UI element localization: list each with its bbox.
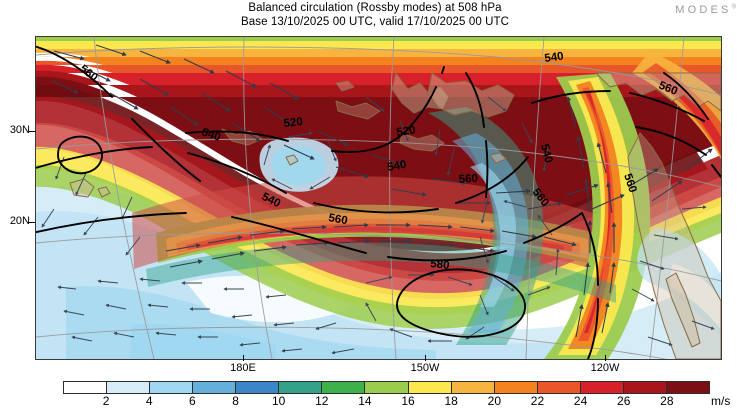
svg-text:560: 560	[458, 173, 478, 186]
colorbar-swatch-8	[408, 382, 452, 393]
colorbar-swatch-5	[279, 382, 323, 393]
colorbar-swatch-1	[107, 382, 151, 393]
xtick-mark-180e	[243, 355, 244, 361]
svg-text:540: 540	[200, 126, 222, 143]
colorbar-swatch-11	[537, 382, 581, 393]
colorbar-tick-8: 8	[232, 394, 239, 408]
colorbar-swatch-4	[236, 382, 280, 393]
colorbar-tick-16: 16	[401, 394, 415, 408]
title-block: Balanced circulation (Rossby modes) at 5…	[0, 1, 750, 29]
xtick-label-150w: 150W	[410, 362, 440, 374]
colorbar-tick-26: 26	[617, 394, 631, 408]
ytick-label-20n: 20N	[9, 215, 30, 227]
colorbar-swatch-7	[365, 382, 409, 393]
xtick-mark-120w	[605, 355, 606, 361]
xtick-mark-150w	[425, 355, 426, 361]
ytick-mark-30n	[29, 131, 36, 132]
colorbar-swatch-2	[150, 382, 194, 393]
colorbar-tick-10: 10	[271, 394, 286, 408]
map-plot-area: 560 520 540 520 540 560 540 540 560 560 …	[35, 36, 722, 360]
svg-text:540: 540	[544, 50, 565, 65]
colorbar-tick-labels: 2 4 6 8 10 12 14 16 18 20 22 24 26 28	[0, 394, 750, 408]
colorbar-tick-18: 18	[444, 394, 458, 408]
colorbar-swatch-10	[494, 382, 538, 393]
colorbar-swatch-14	[666, 382, 709, 393]
colorbar-tick-12: 12	[315, 394, 329, 408]
svg-text:520: 520	[396, 124, 417, 139]
colorbar-tick-4: 4	[145, 394, 153, 408]
modes-logo-text: MODES	[675, 4, 732, 16]
colorbar-swatch-6	[322, 382, 366, 393]
colorbar-units-label: m/s	[711, 394, 731, 408]
colorbar-tick-28: 28	[660, 394, 674, 408]
colorbar-tick-20: 20	[487, 394, 501, 408]
ytick-mark-20n	[29, 222, 36, 223]
ytick-label-30n: 30N	[9, 124, 30, 136]
svg-text:580: 580	[430, 258, 450, 272]
svg-text:540: 540	[386, 159, 407, 174]
colorbar-swatch-3	[193, 382, 237, 393]
modes-logo: MODES®	[675, 4, 736, 16]
registered-mark-icon: ®	[731, 4, 736, 11]
svg-text:520: 520	[283, 116, 303, 130]
svg-text:560: 560	[621, 172, 638, 194]
page-subtitle: Base 13/10/2025 00 UTC, valid 17/10/2025…	[240, 16, 510, 28]
colorbar-tick-2: 2	[102, 394, 110, 408]
colorbar-tick-6: 6	[189, 394, 196, 408]
weather-map-canvas: 560 520 540 520 540 560 540 540 560 560 …	[36, 37, 721, 359]
colorbar-swatch-13	[623, 382, 667, 393]
xtick-label-180e: 180E	[230, 362, 256, 374]
colorbar-tick-22: 22	[530, 394, 545, 408]
svg-text:560: 560	[327, 212, 348, 227]
colorbar-tick-14: 14	[358, 394, 372, 408]
colorbar-swatch-9	[451, 382, 495, 393]
colorbar	[63, 381, 710, 394]
page-title: Balanced circulation (Rossby modes) at 5…	[248, 2, 502, 14]
colorbar-tick-24: 24	[573, 394, 588, 408]
svg-text:540: 540	[538, 143, 554, 165]
colorbar-swatch-12	[580, 382, 624, 393]
xtick-label-120w: 120W	[590, 362, 620, 374]
colorbar-swatch-0	[64, 382, 108, 393]
chart-header: Balanced circulation (Rossby modes) at 5…	[0, 0, 750, 34]
